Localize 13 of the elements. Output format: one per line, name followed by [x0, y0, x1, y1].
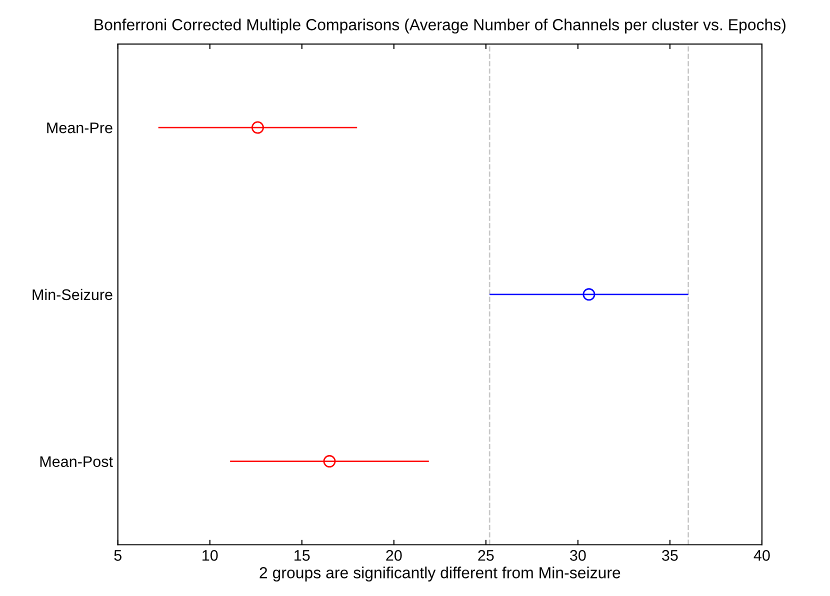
y-tick-label: Min-Seizure — [32, 288, 112, 300]
y-tick-label: Mean-Pre — [47, 122, 112, 134]
x-tick-label: 15 — [294, 550, 310, 561]
x-tick-label: 20 — [386, 550, 402, 561]
x-axis-title: 2 groups are significantly different from Min-seizure — [260, 566, 620, 582]
x-tick-label: 5 — [114, 550, 122, 561]
y-tick-label: Mean-Post — [40, 456, 113, 467]
x-tick-label: 25 — [478, 550, 494, 561]
x-tick-label: 30 — [570, 550, 586, 561]
x-tick-label: 35 — [662, 550, 678, 561]
chart-title: Bonferroni Corrected Multiple Comparisons (Average Number of Channels per cluster vs. Epochs) — [94, 18, 786, 34]
x-tick-label: 10 — [202, 550, 218, 561]
x-tick-label: 40 — [754, 550, 770, 561]
